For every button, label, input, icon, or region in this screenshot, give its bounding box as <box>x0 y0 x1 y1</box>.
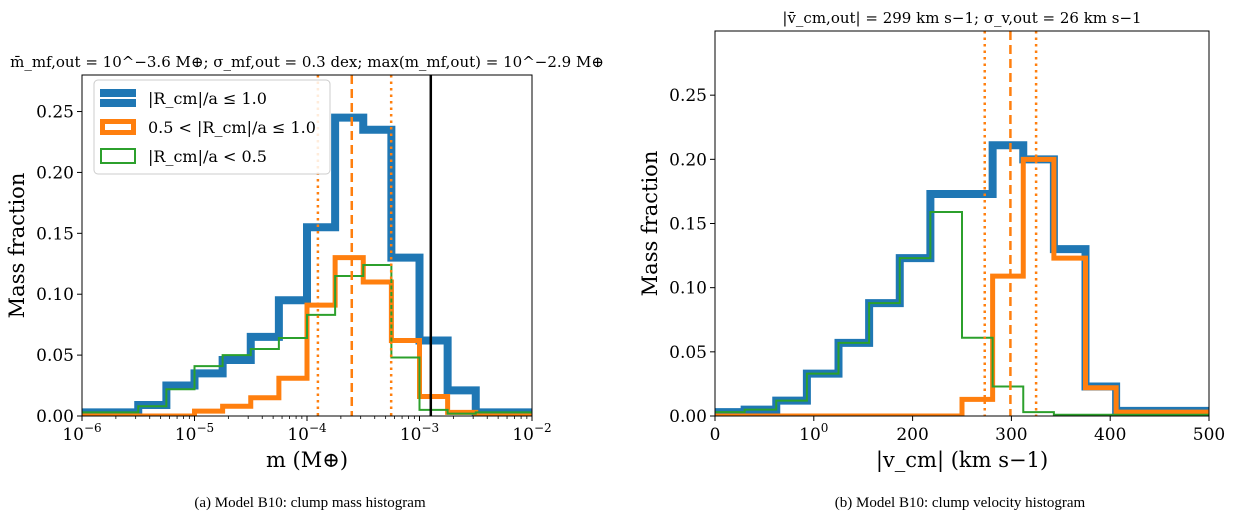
y-axis-label: Mass fraction <box>638 151 662 297</box>
plot-area <box>82 75 532 416</box>
x-tick-label: 0 <box>710 425 721 445</box>
x-tick-label: 10−4 <box>287 421 327 445</box>
x-axis-label: |v_cm| (km s−1) <box>876 448 1048 473</box>
x-tick-label: 500 <box>1193 425 1225 445</box>
legend-label: |R_cm|/a < 0.5 <box>148 147 267 166</box>
x-tick-label: 400 <box>1094 425 1126 445</box>
x-tick-label: 10−2 <box>512 421 551 445</box>
y-tick-label: 0.25 <box>669 86 707 106</box>
y-axis-label: Mass fraction <box>5 173 29 319</box>
x-tick-label: 10−6 <box>62 421 101 445</box>
y-tick-label: 0.10 <box>36 285 74 305</box>
y-tick-label: 0.05 <box>669 343 707 363</box>
histogram-series-0 <box>82 113 532 416</box>
legend-swatch <box>100 119 136 135</box>
velocity-histogram-panel: 0 100 200 300 400 500 0.00 0.05 0.10 0.15 0.20 0.25… <box>638 9 1225 473</box>
legend-box <box>93 79 331 175</box>
y-tick-label: 0.15 <box>669 215 707 235</box>
histogram-series-1 <box>715 156 1209 416</box>
y-tick-label: 0.20 <box>36 163 74 183</box>
legend-label: |R_cm|/a ≤ 1.0 <box>148 89 267 108</box>
x-tick-label: 10−5 <box>175 421 214 445</box>
mass-histogram-panel: 10−6 10−5 10−4 10−3 10−2 0.00 0.05 0.10 0.15 0.20… <box>5 53 604 472</box>
plot-area <box>715 31 1209 416</box>
legend-entry-2: |R_cm|/a < 0.5 <box>100 147 267 166</box>
legend-label: 0.5 < |R_cm|/a ≤ 1.0 <box>148 118 316 137</box>
histogram-series-2 <box>82 263 532 415</box>
legend-entry-1: 0.5 < |R_cm|/a ≤ 1.0 <box>100 118 316 137</box>
y-tick-label: 0.05 <box>36 346 74 366</box>
legend: |R_cm|/a ≤ 1.0 0.5 < |R_cm|/a ≤ 1.0 |R_cm|… <box>93 79 331 175</box>
histogram-series-1 <box>82 255 532 416</box>
x-tick-label: 10−3 <box>400 421 439 445</box>
x-tick-label: 200 <box>896 425 928 445</box>
y-tick-label: 0.00 <box>36 407 74 427</box>
y-tick-label: 0.20 <box>669 150 707 170</box>
chart-title: |v̄_cm,out| = 299 km s−1; σ_v,out = 26 k… <box>782 9 1141 27</box>
legend-entry-0: |R_cm|/a ≤ 1.0 <box>100 89 267 108</box>
x-tick-label: 300 <box>995 425 1027 445</box>
x-tick-label: 100 <box>799 421 828 445</box>
caption-a: (a) Model B10: clump mass histogram <box>194 495 426 511</box>
histogram-series-2 <box>715 210 1209 416</box>
caption-b: (b) Model B10: clump velocity histogram <box>834 495 1086 511</box>
y-tick-label: 0.15 <box>36 224 74 244</box>
y-tick-label: 0.10 <box>669 279 707 299</box>
legend-swatch <box>100 148 136 164</box>
y-tick-label: 0.00 <box>669 407 707 427</box>
y-tick-label: 0.25 <box>36 103 74 123</box>
x-axis-label: m (M⊕) <box>266 448 348 472</box>
chart-title: m̄_mf,out = 10^−3.6 M⊕; σ_mf,out = 0.3 d… <box>10 53 604 71</box>
